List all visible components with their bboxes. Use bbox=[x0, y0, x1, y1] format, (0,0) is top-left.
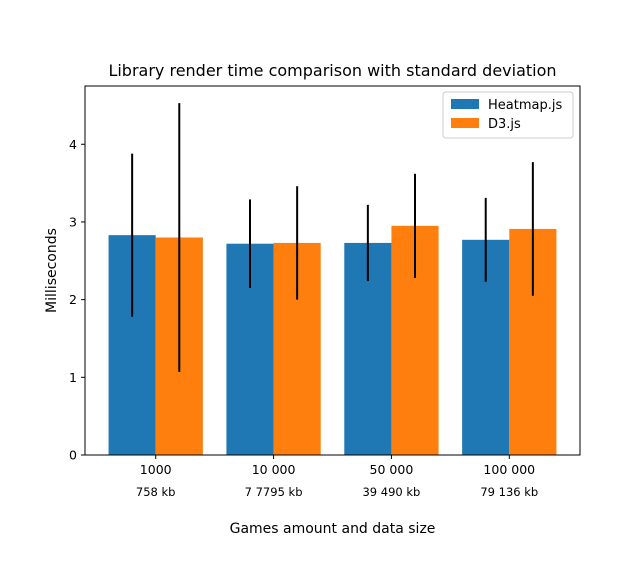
chart-title: Library render time comparison with stan… bbox=[108, 61, 556, 80]
x-tick-sublabel: 758 kb bbox=[136, 485, 176, 499]
x-tick-sublabel: 7 7795 kb bbox=[245, 485, 303, 499]
y-tick-label: 2 bbox=[69, 292, 77, 307]
plot-area-frame bbox=[84, 85, 581, 456]
y-tick-label: 1 bbox=[69, 370, 77, 385]
error-bars-layer bbox=[131, 103, 534, 372]
legend-label: D3.js bbox=[488, 117, 521, 132]
x-tick-label: 1000 bbox=[140, 462, 172, 477]
x-tick-sublabel: 79 136 kb bbox=[480, 485, 538, 499]
legend: Heatmap.js D3.js bbox=[442, 91, 574, 139]
legend-swatch bbox=[451, 99, 479, 109]
legend-label: Heatmap.js bbox=[488, 98, 562, 113]
x-tick-label: 50 000 bbox=[370, 462, 414, 477]
y-axis: 0 1 2 3 4 bbox=[69, 137, 85, 463]
x-tick-label: 10 000 bbox=[252, 462, 296, 477]
y-tick-label: 0 bbox=[69, 448, 77, 463]
x-axis-label: Games amount and data size bbox=[230, 521, 436, 537]
x-axis: 1000 758 kb 10 000 7 7795 kb 50 000 39 490 kb… bbox=[136, 455, 538, 499]
y-tick-label: 3 bbox=[69, 214, 77, 229]
bars-layer bbox=[108, 225, 557, 455]
legend-swatch bbox=[451, 118, 479, 128]
y-axis-label: Milliseconds bbox=[44, 228, 60, 313]
x-tick-sublabel: 39 490 kb bbox=[362, 485, 420, 499]
x-tick-label: 100 000 bbox=[483, 462, 535, 477]
y-tick-label: 4 bbox=[69, 137, 77, 152]
